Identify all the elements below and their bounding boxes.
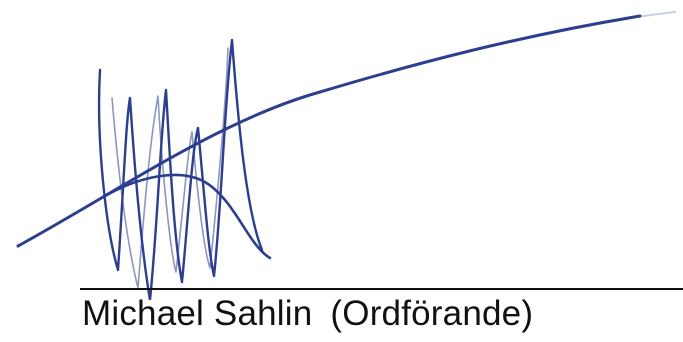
handwritten-signature (16, 11, 676, 300)
signer-role: (Ordförande) (330, 294, 534, 333)
signer-caption: Michael Sahlin (Ordförande) (82, 292, 533, 336)
signature-tail-stroke (559, 11, 676, 31)
signature-sweep-stroke (16, 14, 642, 248)
signature-loops-stroke (97, 38, 264, 300)
signature-loops-inner-stroke (111, 47, 229, 289)
signature-arch-stroke (103, 173, 272, 260)
signature-line (80, 288, 683, 290)
signer-name: Michael Sahlin (82, 294, 313, 333)
